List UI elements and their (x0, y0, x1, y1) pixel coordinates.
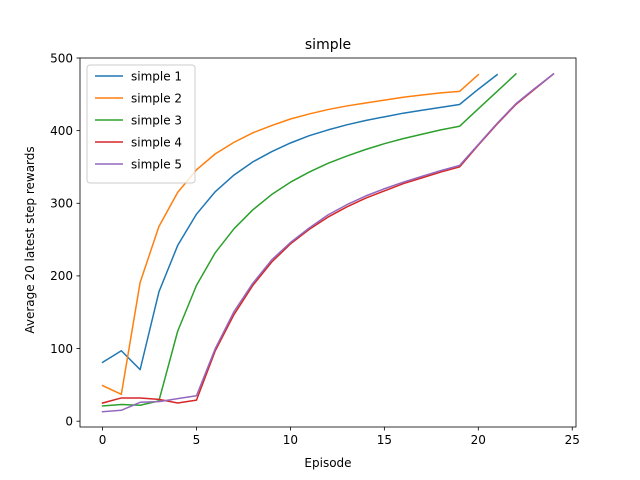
y-tick-label: 200 (50, 269, 73, 283)
y-axis-label: Average 20 latest step rewards (23, 146, 37, 333)
legend-label-3: simple 3 (131, 113, 182, 127)
chart-title: simple (305, 37, 351, 53)
series-line-3 (101, 72, 517, 407)
legend-box (86, 64, 196, 184)
y-tick-label: 100 (50, 342, 73, 356)
legend-label-5: simple 5 (131, 157, 182, 171)
legend-label-1: simple 1 (131, 69, 182, 83)
x-tick-label: 0 (99, 433, 107, 447)
y-tick-label: 0 (65, 414, 73, 428)
plot-area: 0 5 10 15 20 25 0 100 200 300 400 500 (50, 51, 580, 447)
x-tick-label: 10 (283, 433, 298, 447)
legend-label-2: simple 2 (131, 91, 182, 105)
x-tick-label: 5 (193, 433, 201, 447)
x-tick-label: 15 (377, 433, 392, 447)
x-axis-label: Episode (304, 456, 351, 470)
y-tick-label: 300 (50, 197, 73, 211)
axes-frame (79, 57, 577, 428)
x-tick-label: 20 (471, 433, 486, 447)
y-tick-label: 400 (50, 124, 73, 138)
series-line-1 (101, 73, 499, 371)
series-line-5 (101, 72, 555, 413)
x-tick-label: 25 (565, 433, 580, 447)
legend-label-4: simple 4 (131, 135, 182, 149)
legend: simple 1 simple 2 simple 3 simple 4 simple 5 (86, 64, 196, 184)
y-tick-label: 500 (50, 51, 73, 65)
series-line-2 (101, 73, 480, 396)
